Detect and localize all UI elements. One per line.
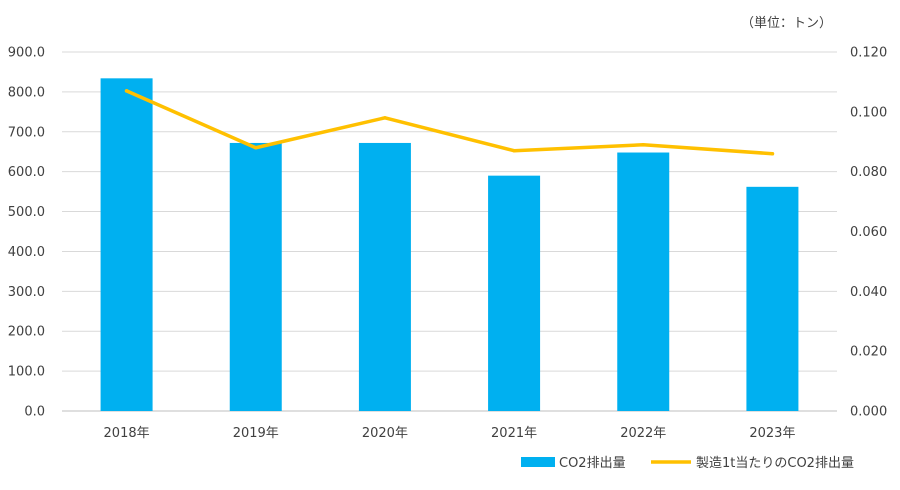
series-line <box>124 89 775 156</box>
y-left-tick-label: 100.0 <box>8 365 45 380</box>
right-axis: 0.000 0.020 0.040 0.060 0.080 0.100 0.120 <box>850 46 887 420</box>
y-right-tick-label: 0.120 <box>850 46 887 61</box>
y-left-tick-label: 900.0 <box>8 46 45 61</box>
line-point <box>124 89 129 93</box>
y-left-tick-label: 0.0 <box>24 405 45 420</box>
x-tick-label: 2020年 <box>362 426 408 441</box>
legend-label-line: 製造1t当たりのCO2排出量 <box>696 456 854 471</box>
y-left-tick-label: 700.0 <box>8 125 45 140</box>
line-point <box>770 151 775 156</box>
y-right-tick-label: 0.100 <box>850 105 887 120</box>
x-tick-label: 2019年 <box>233 426 279 441</box>
y-right-tick-label: 0.000 <box>850 405 887 420</box>
y-right-tick-label: 0.020 <box>850 345 887 360</box>
y-left-tick-label: 200.0 <box>8 325 45 340</box>
y-right-tick-label: 0.040 <box>850 285 887 300</box>
y-left-tick-label: 300.0 <box>8 285 45 300</box>
legend-swatch-bar <box>521 457 555 467</box>
bar <box>488 175 541 411</box>
x-axis: 2018年 2019年 2020年 2021年 2022年 2023年 <box>104 426 796 441</box>
unit-label: （単位：トン） <box>741 15 832 31</box>
legend: CO2排出量 製造1t当たりのCO2排出量 <box>521 456 854 471</box>
y-left-tick-label: 600.0 <box>8 165 45 180</box>
bar <box>358 142 411 412</box>
line-point <box>641 142 645 147</box>
line-series <box>124 89 775 156</box>
x-tick-label: 2022年 <box>620 426 666 441</box>
y-left-tick-label: 800.0 <box>8 85 45 100</box>
bar <box>100 78 153 412</box>
x-tick-label: 2023年 <box>749 426 795 441</box>
x-tick-label: 2021年 <box>491 426 537 441</box>
line-point <box>254 145 258 150</box>
line-point <box>383 116 387 120</box>
y-right-tick-label: 0.060 <box>850 225 887 240</box>
gridlines <box>62 51 837 412</box>
legend-label-bar: CO2排出量 <box>559 456 626 471</box>
y-left-tick-label: 500.0 <box>8 205 45 220</box>
y-right-tick-label: 0.080 <box>850 165 887 180</box>
line-point <box>512 148 516 153</box>
x-tick-label: 2018年 <box>104 426 150 441</box>
left-axis: 0.0 100.0 200.0 300.0 400.0 500.0 600.0 700.0 80… <box>8 46 45 420</box>
bar-series <box>100 78 799 412</box>
bar <box>746 186 799 411</box>
y-left-tick-label: 400.0 <box>8 245 45 260</box>
bar <box>617 152 670 411</box>
bar <box>229 142 282 412</box>
